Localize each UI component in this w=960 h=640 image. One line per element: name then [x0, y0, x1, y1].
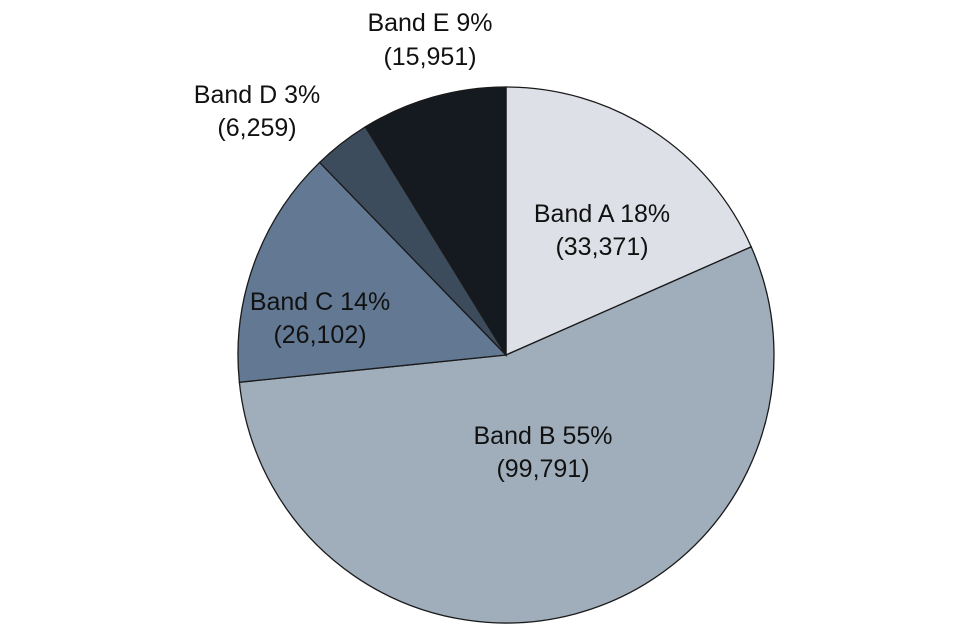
slice-count-band-c: (26,102)	[273, 321, 366, 349]
slice-label-band-e: Band E 9%	[367, 9, 492, 37]
slice-count-band-e: (15,951)	[383, 43, 476, 71]
slice-label-band-d: Band D 3%	[194, 81, 320, 109]
slice-label-band-b: Band B 55%	[474, 422, 613, 450]
slice-count-band-a: (33,371)	[555, 233, 648, 261]
slice-label-band-c: Band C 14%	[250, 288, 390, 316]
slice-count-band-d: (6,259)	[217, 114, 296, 142]
slice-labels: Band A 18% (33,371) Band B 55% (99,791) Band…	[194, 9, 670, 483]
slice-label-band-a: Band A 18%	[534, 200, 670, 228]
pie-slice-band-c	[237, 161, 508, 383]
pie-slice-band-a	[505, 86, 753, 356]
pie-slice-band-b	[238, 245, 775, 624]
slice-count-band-b: (99,791)	[496, 455, 589, 483]
pie-slice-band-e	[364, 86, 507, 358]
pie-slices	[237, 86, 775, 624]
